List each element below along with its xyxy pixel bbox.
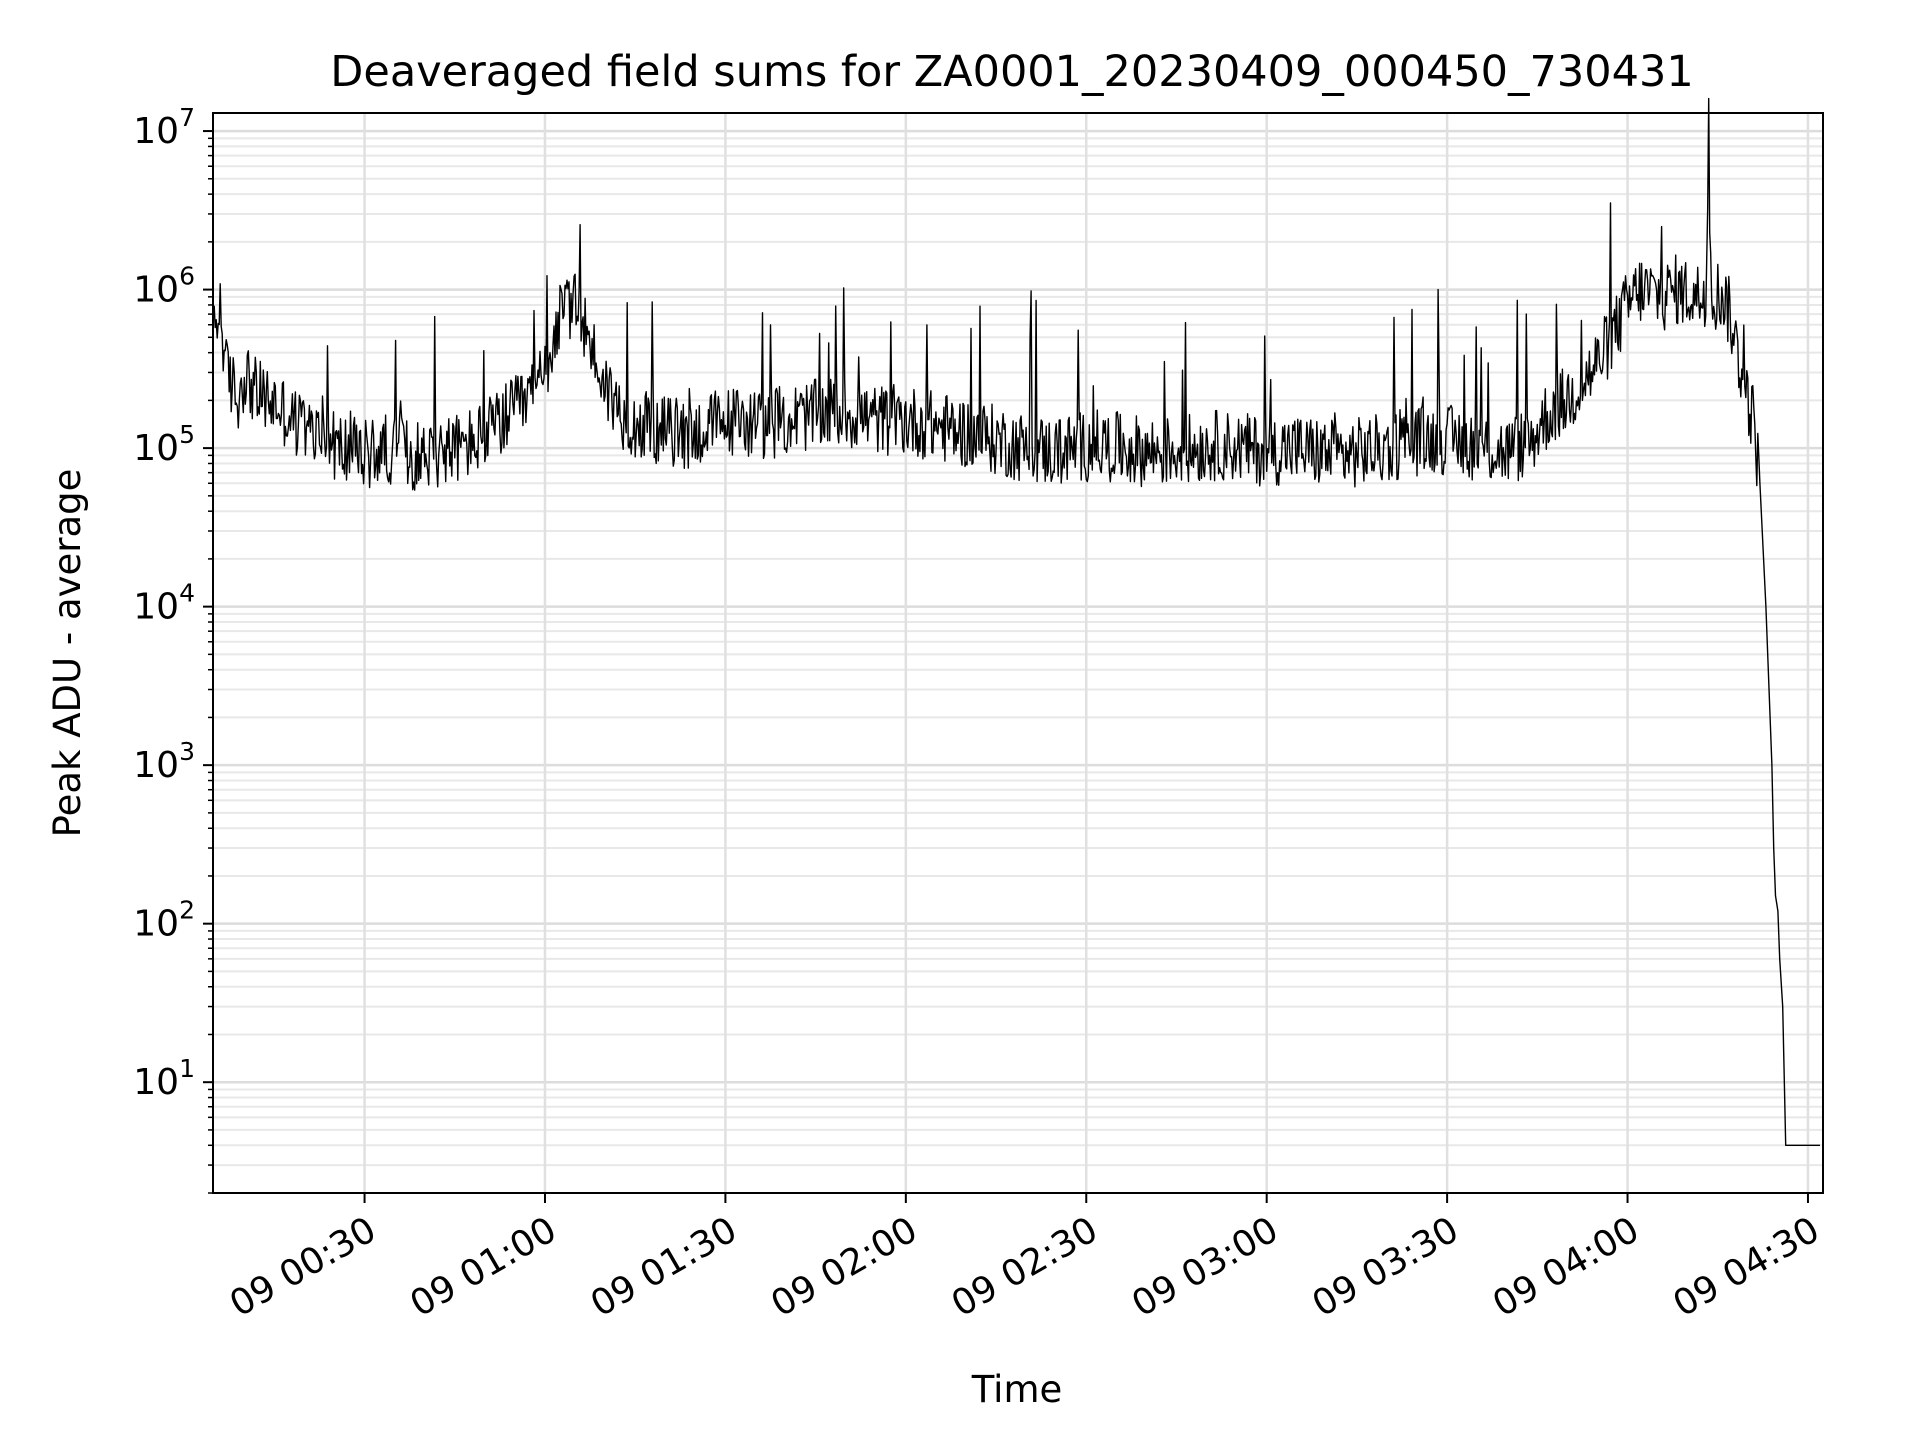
- plot-frame: [212, 112, 1824, 1194]
- series-layer: [213, 97, 1820, 1147]
- y-axis-label: Peak ADU - average: [46, 469, 89, 838]
- y-tick-label: 105: [133, 420, 195, 469]
- chart-title: Deaveraged field sums for ZA0001_2023040…: [330, 47, 1693, 97]
- x-axis-label: Time: [971, 1368, 1063, 1411]
- grid-layer: [213, 113, 1823, 1194]
- y-tick-label: 101: [133, 1054, 195, 1103]
- tick-layer: [203, 130, 1809, 1203]
- y-tick-label: 107: [133, 103, 195, 152]
- y-tick-label: 102: [133, 896, 195, 945]
- y-tick-label: 104: [133, 579, 195, 628]
- y-tick-label: 106: [133, 262, 195, 311]
- y-tick-label: 103: [133, 737, 195, 786]
- series-line: [213, 97, 1820, 1147]
